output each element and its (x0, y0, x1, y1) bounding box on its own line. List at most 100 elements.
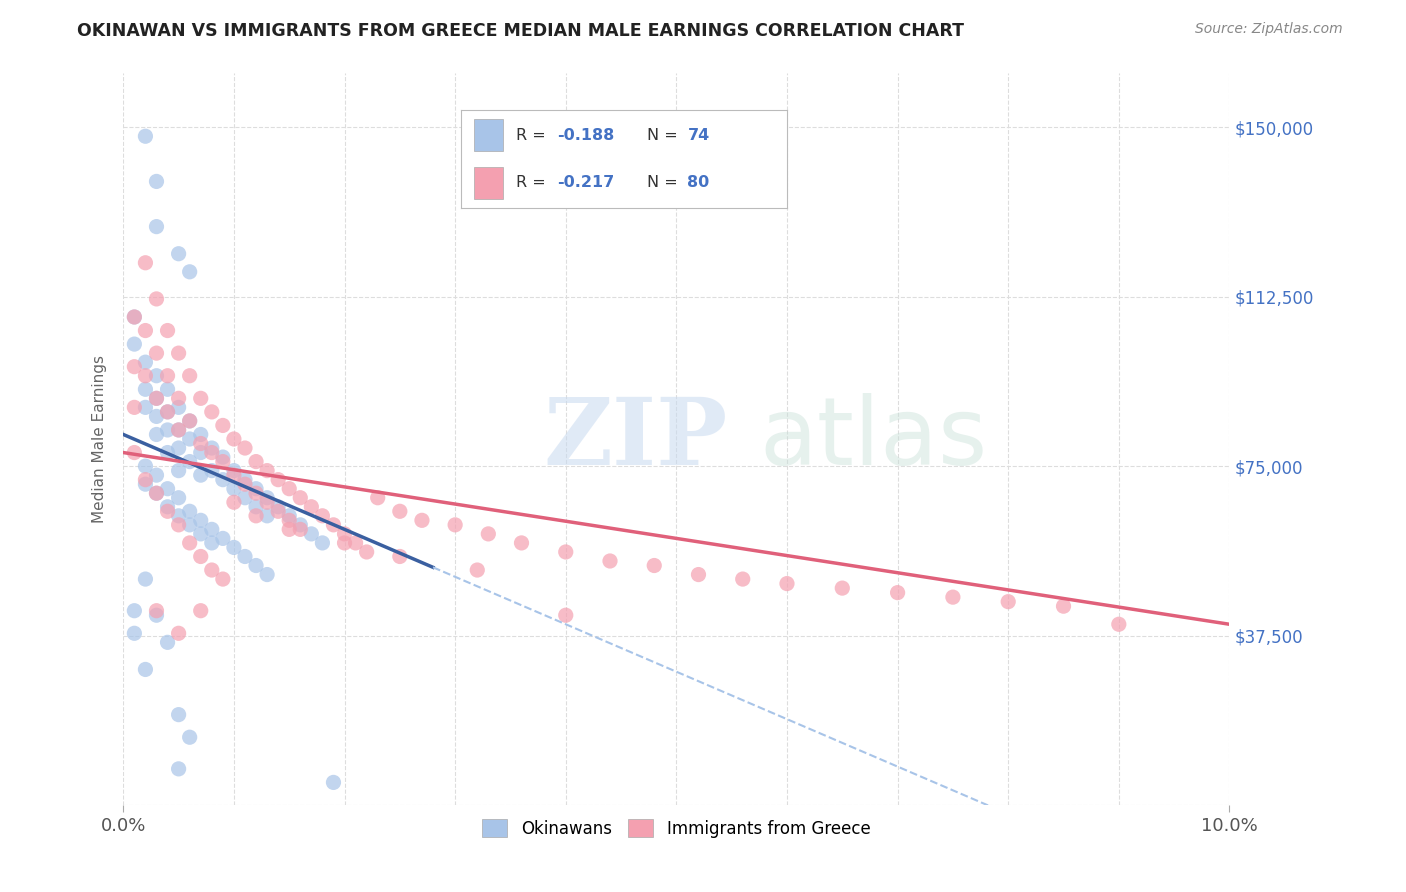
Point (212, 532, 235, 546)
Point (599, 554, 621, 568)
Point (124, 401, 146, 415)
Point (256, 567, 278, 582)
Point (156, 405, 179, 419)
Point (134, 572, 156, 586)
Point (134, 382, 156, 396)
Point (167, 762, 190, 776)
Point (311, 536, 333, 550)
Point (477, 527, 499, 541)
Point (245, 558, 267, 573)
Point (145, 427, 167, 442)
Point (145, 292, 167, 306)
Point (388, 504, 411, 518)
Point (299, 527, 322, 541)
Point (201, 405, 224, 419)
Text: Source: ZipAtlas.com: Source: ZipAtlas.com (1195, 22, 1343, 37)
Point (643, 558, 665, 573)
Point (134, 401, 156, 415)
Point (201, 464, 224, 478)
Point (333, 527, 356, 541)
Point (156, 482, 179, 496)
Point (222, 432, 245, 446)
Point (167, 508, 190, 523)
Point (190, 604, 212, 618)
Point (222, 482, 245, 496)
Point (411, 513, 433, 527)
Point (145, 174, 167, 188)
Point (134, 129, 156, 144)
Point (179, 368, 201, 383)
Point (134, 459, 156, 474)
Point (233, 477, 256, 491)
Point (167, 346, 190, 360)
Point (290, 517, 312, 532)
Point (256, 491, 278, 505)
Point (233, 491, 256, 505)
Point (510, 536, 533, 550)
Point (233, 441, 256, 455)
Point (156, 445, 179, 459)
Point (167, 392, 190, 406)
Point (212, 450, 235, 464)
Point (179, 414, 201, 428)
Point (245, 500, 267, 514)
Text: OKINAWAN VS IMMIGRANTS FROM GREECE MEDIAN MALE EARNINGS CORRELATION CHART: OKINAWAN VS IMMIGRANTS FROM GREECE MEDIA… (77, 22, 965, 40)
Point (156, 504, 179, 518)
Point (367, 491, 389, 505)
Point (124, 337, 146, 351)
Point (1108, 617, 1130, 632)
Point (886, 585, 908, 599)
Point (179, 504, 201, 518)
Point (134, 355, 156, 369)
Point (124, 445, 146, 459)
Point (212, 473, 235, 487)
Point (156, 423, 179, 437)
Point (179, 536, 201, 550)
Point (167, 626, 190, 640)
Point (290, 491, 312, 505)
Y-axis label: Median Male Earnings: Median Male Earnings (93, 355, 107, 523)
Point (156, 368, 179, 383)
Point (201, 445, 224, 459)
Point (156, 405, 179, 419)
Point (212, 418, 235, 433)
Point (124, 626, 146, 640)
Point (322, 775, 344, 789)
Point (245, 482, 267, 496)
Point (167, 707, 190, 722)
Point (145, 604, 167, 618)
Point (222, 464, 245, 478)
Point (167, 401, 190, 415)
Text: ZIP: ZIP (544, 394, 728, 484)
Point (333, 536, 356, 550)
Point (190, 392, 212, 406)
Point (145, 392, 167, 406)
Text: atlas: atlas (759, 393, 987, 485)
Point (190, 513, 212, 527)
Point (124, 604, 146, 618)
Point (179, 265, 201, 279)
Point (167, 517, 190, 532)
Point (145, 409, 167, 424)
Point (145, 486, 167, 500)
Point (322, 517, 344, 532)
Point (124, 359, 146, 374)
Point (190, 427, 212, 442)
Point (278, 513, 301, 527)
Point (554, 608, 576, 623)
Point (145, 486, 167, 500)
Point (245, 508, 267, 523)
Point (344, 536, 367, 550)
Point (145, 219, 167, 234)
Point (256, 464, 278, 478)
Point (233, 473, 256, 487)
Point (831, 581, 853, 595)
Point (156, 382, 179, 396)
Point (124, 310, 146, 324)
Legend: Okinawans, Immigrants from Greece: Okinawans, Immigrants from Greece (475, 813, 877, 844)
Point (245, 486, 267, 500)
Point (179, 432, 201, 446)
Point (179, 730, 201, 744)
Point (156, 500, 179, 514)
Point (212, 572, 235, 586)
